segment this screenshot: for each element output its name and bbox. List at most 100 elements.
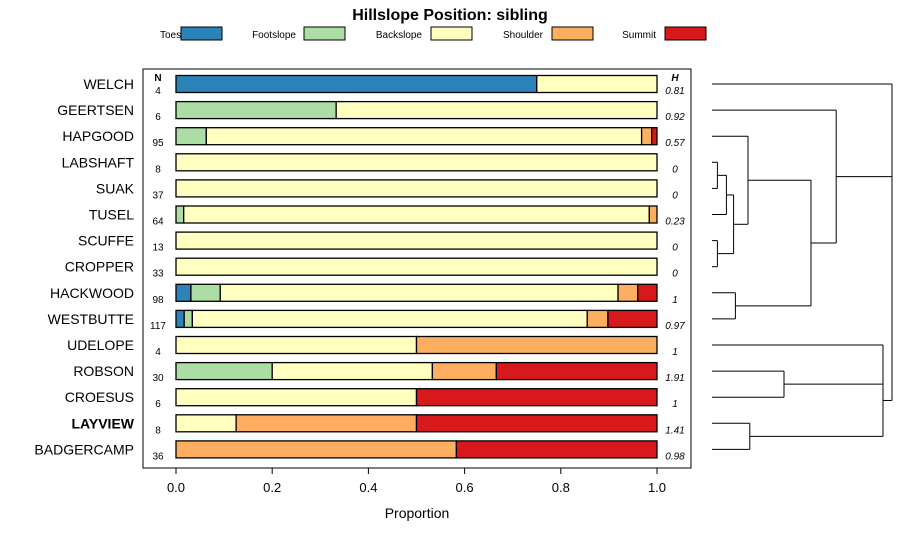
h-value: 1	[672, 347, 678, 358]
n-value: 8	[155, 164, 161, 175]
bar-segment	[175, 231, 658, 250]
x-tick-label: 0.8	[552, 480, 570, 495]
bar-segment	[175, 440, 458, 459]
h-values: 0.81 0.92 0.57 0 0 0.23 0 0 1 0.97 1 1.91 1 1.41 0.98	[665, 86, 685, 462]
bar-segment	[175, 361, 273, 381]
bars	[175, 74, 658, 459]
legend-label: Shoulder	[503, 30, 544, 41]
bar-segment	[271, 361, 434, 381]
n-value: 117	[150, 321, 166, 332]
row-label: UDELOPE	[67, 337, 134, 353]
n-value: 37	[152, 190, 164, 201]
bar-segment	[175, 100, 337, 120]
bar-segment	[175, 309, 185, 329]
x-tick-label: 0.4	[359, 480, 377, 495]
legend-swatch	[551, 26, 594, 41]
legend-label: Footslope	[252, 30, 296, 41]
row-label: SUAK	[96, 180, 135, 196]
legend-swatch	[664, 26, 707, 41]
bar-segment	[648, 205, 658, 224]
bar-segment	[607, 309, 658, 329]
plot-panel	[142, 68, 692, 469]
h-value: 1	[672, 295, 678, 306]
legend-swatch	[180, 26, 223, 41]
n-value: 64	[152, 217, 164, 228]
bar-segment	[235, 414, 418, 433]
bar-segment	[495, 361, 658, 381]
bar-segment	[536, 74, 658, 94]
h-value: 0.57	[665, 138, 685, 149]
legend-label: Backslope	[376, 30, 423, 41]
legend-label: Summit	[622, 30, 656, 41]
n-value: 33	[152, 269, 164, 280]
legend: Toeslope Footslope Backslope Shoulder Summit	[160, 26, 707, 41]
n-value: 98	[152, 295, 164, 306]
x-tick-label: 0.6	[456, 480, 474, 495]
n-column-header: N	[154, 73, 161, 84]
row-label: GEERTSEN	[57, 102, 134, 118]
bar-segment	[191, 309, 588, 329]
row-label: SCUFFE	[78, 233, 134, 249]
h-value: 0.81	[665, 86, 684, 97]
bar-segment	[175, 257, 658, 276]
bar-segment	[183, 205, 650, 224]
bar-segment	[175, 179, 658, 198]
row-label: WELCH	[83, 76, 134, 92]
n-value: 36	[152, 451, 164, 462]
x-axis-label: Proportion	[385, 505, 450, 521]
h-value: 1	[672, 399, 678, 410]
bar-segment	[175, 335, 418, 355]
bar-segment	[183, 309, 194, 329]
dendrogram	[712, 83, 893, 450]
bar-segment	[190, 283, 221, 302]
bar-segment	[175, 283, 192, 302]
row-label: LAYVIEW	[72, 415, 135, 431]
row-label: BADGERCAMP	[34, 441, 134, 457]
bar-segment	[335, 100, 658, 120]
n-value: 6	[155, 112, 161, 123]
n-value: 30	[152, 373, 164, 384]
x-axis: 0.0 0.2 0.4 0.6 0.8 1.0	[167, 468, 666, 495]
h-value: 0	[672, 190, 678, 201]
h-column-header: H	[671, 73, 679, 84]
h-value: 1.41	[665, 425, 684, 436]
h-value: 0.97	[665, 321, 685, 332]
bar-segment	[415, 414, 658, 433]
row-labels: WELCH GEERTSEN HAPGOOD LABSHAFT SUAK TUSEL SCU…	[34, 76, 134, 457]
bar-segment	[175, 127, 207, 146]
bar-segment	[205, 127, 643, 146]
row-label: HACKWOOD	[50, 285, 134, 301]
row-label: HAPGOOD	[62, 128, 134, 144]
h-value: 0.92	[665, 112, 685, 123]
row-label: CROESUS	[65, 389, 134, 405]
row-label: WESTBUTTE	[48, 311, 134, 327]
n-value: 8	[155, 425, 161, 436]
bar-segment	[175, 414, 237, 433]
h-value: 0	[672, 269, 678, 280]
n-value: 4	[155, 86, 161, 97]
h-value: 0	[672, 243, 678, 254]
legend-swatch	[430, 26, 473, 41]
bar-segment	[175, 153, 658, 172]
bar-segment	[637, 283, 658, 302]
h-value: 0.98	[665, 451, 685, 462]
bar-segment	[415, 388, 658, 407]
bar-segment	[175, 205, 185, 224]
h-value: 0	[672, 164, 678, 175]
bar-segment	[651, 127, 658, 146]
bar-segment	[586, 309, 609, 329]
bar-segment	[175, 388, 418, 407]
row-label: LABSHAFT	[62, 154, 135, 170]
bar-segment	[175, 74, 538, 94]
n-value: 13	[152, 243, 164, 254]
h-value: 0.23	[665, 217, 685, 228]
h-value: 1.91	[665, 373, 684, 384]
bar-segment	[455, 440, 658, 459]
bar-segment	[219, 283, 619, 302]
bar-segment	[415, 335, 658, 355]
x-tick-label: 0.2	[263, 480, 281, 495]
bar-segment	[617, 283, 639, 302]
x-tick-label: 1.0	[648, 480, 666, 495]
legend-swatch	[303, 26, 346, 41]
